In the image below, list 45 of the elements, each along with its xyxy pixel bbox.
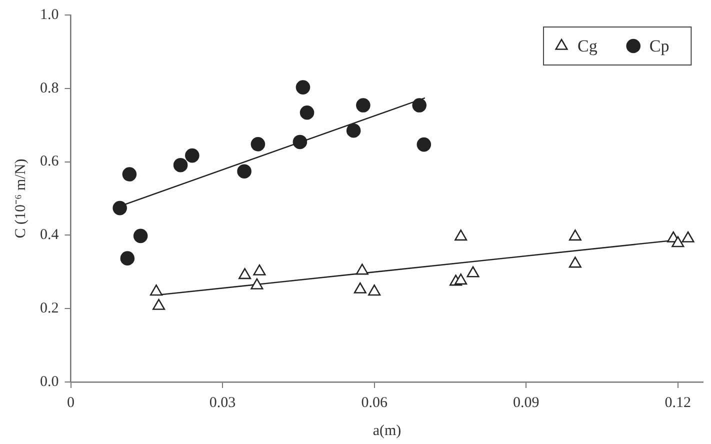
point xyxy=(238,268,252,280)
point xyxy=(346,123,361,138)
y-tick-label: 0.4 xyxy=(40,227,60,244)
point xyxy=(253,264,266,276)
x-tick-label: 0.06 xyxy=(361,394,388,411)
point xyxy=(152,298,166,310)
point xyxy=(454,274,468,285)
point xyxy=(122,167,137,182)
point xyxy=(416,137,432,152)
point xyxy=(250,137,266,152)
point xyxy=(354,282,366,294)
y-axis-title: C (10⁻⁶ m/N) xyxy=(12,158,29,238)
point xyxy=(185,148,200,163)
x-tick-label: 0 xyxy=(67,394,74,411)
point xyxy=(250,278,264,290)
legend-label: Cp xyxy=(649,36,670,56)
y-tick-label: 0.6 xyxy=(40,154,60,170)
x-tick-label: 0.12 xyxy=(664,394,692,411)
point xyxy=(173,158,188,172)
y-tick-label: 1.0 xyxy=(40,6,59,23)
point xyxy=(356,98,370,112)
point xyxy=(112,200,127,216)
point xyxy=(296,80,310,94)
legend-label: Cg xyxy=(578,36,598,56)
point xyxy=(568,230,582,241)
point xyxy=(120,251,135,266)
point xyxy=(466,266,480,278)
x-axis-title: a(m) xyxy=(372,422,402,439)
point xyxy=(237,164,252,178)
point xyxy=(368,284,381,296)
y-tick-label: 0.0 xyxy=(40,374,59,390)
x-tick-label: 0.03 xyxy=(209,394,236,411)
point xyxy=(292,134,308,150)
point xyxy=(454,230,468,241)
point xyxy=(412,98,427,112)
point xyxy=(682,231,694,242)
point xyxy=(568,256,582,268)
point xyxy=(150,284,163,296)
y-tick-label: 0.8 xyxy=(40,80,59,96)
y-tick-label: 0.2 xyxy=(40,300,59,317)
x-tick-label: 0.09 xyxy=(512,394,540,411)
point xyxy=(672,236,684,248)
point xyxy=(356,264,368,275)
point xyxy=(133,228,148,244)
point xyxy=(300,105,314,120)
